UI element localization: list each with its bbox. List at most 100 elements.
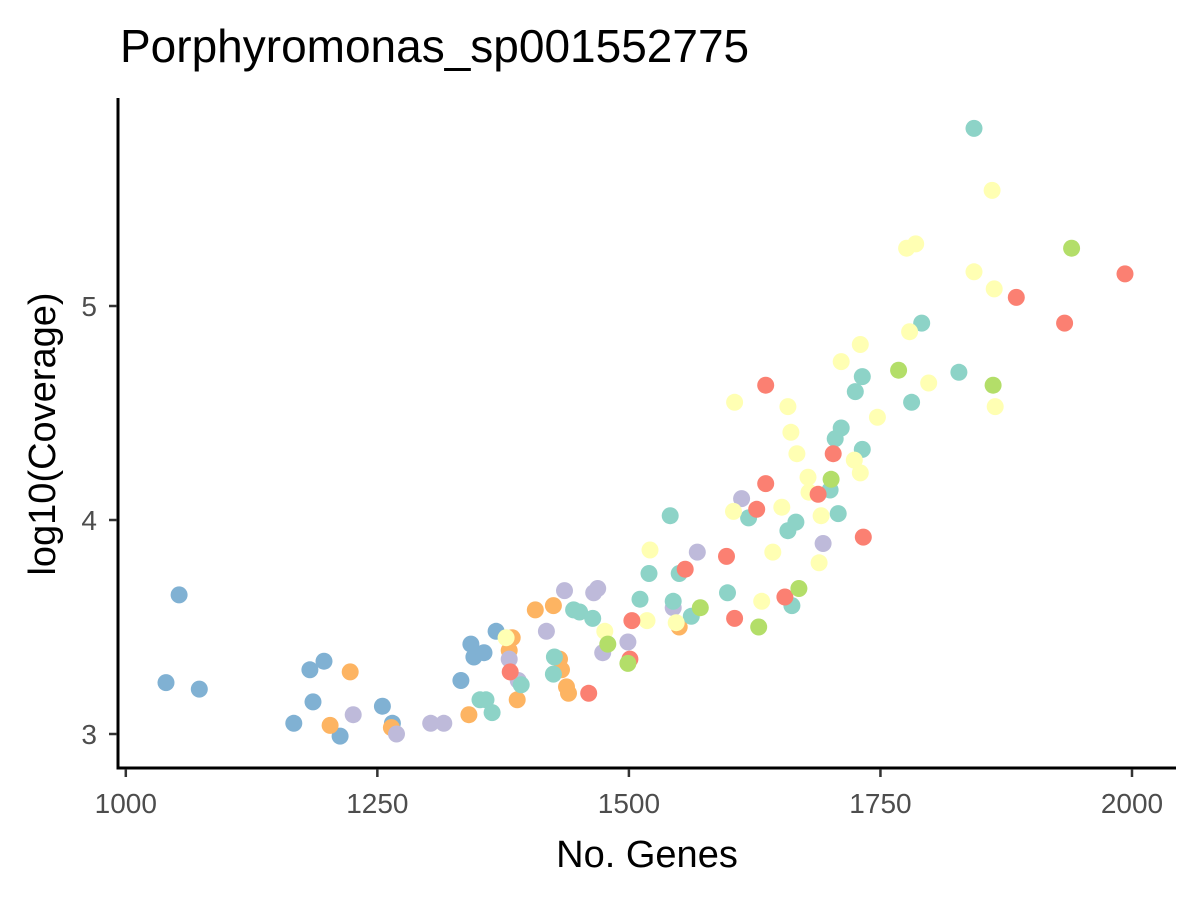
x-tick-label: 1250 [346, 788, 408, 819]
data-point [854, 528, 872, 546]
data-point [965, 119, 983, 137]
data-point [984, 376, 1002, 394]
data-point [422, 714, 440, 732]
data-point [985, 280, 1003, 298]
data-point [753, 592, 771, 610]
data-point [1116, 265, 1134, 283]
data-point [757, 475, 775, 493]
data-point [631, 590, 649, 608]
x-tick-label: 2000 [1101, 788, 1163, 819]
data-point [661, 507, 679, 525]
data-point [599, 635, 617, 653]
data-point [619, 654, 637, 672]
data-point [750, 618, 768, 636]
data-point [748, 500, 766, 518]
data-point [638, 612, 656, 630]
data-point [832, 419, 850, 437]
data-point [460, 706, 478, 724]
data-point [556, 582, 573, 600]
data-point [285, 714, 303, 732]
data-point [589, 580, 607, 597]
data-point [483, 704, 501, 722]
data-point [799, 468, 817, 486]
data-point [435, 714, 453, 732]
data-point [790, 580, 808, 597]
data-point [544, 665, 562, 683]
data-point [773, 498, 791, 516]
data-point [537, 622, 555, 640]
data-point [373, 697, 391, 715]
data-point [851, 336, 869, 353]
y-tick-label: 4 [81, 505, 97, 536]
data-point [757, 376, 775, 394]
data-point [560, 684, 577, 702]
data-point [640, 565, 658, 582]
data-point [1007, 288, 1025, 306]
data-point [688, 543, 706, 561]
data-point [623, 612, 641, 630]
data-point [853, 368, 871, 386]
data-point [526, 601, 544, 619]
data-point [619, 633, 637, 651]
data-point [950, 363, 968, 381]
data-point [190, 680, 208, 698]
data-point [845, 451, 863, 469]
x-tick-label: 1000 [95, 788, 157, 819]
data-point [1063, 239, 1081, 257]
data-point [725, 502, 742, 520]
data-point [545, 648, 563, 666]
y-axis-title: log10(Coverage) [22, 292, 64, 575]
data-point [901, 323, 919, 341]
data-point [500, 650, 518, 668]
data-point [1056, 314, 1074, 332]
data-point [170, 586, 188, 604]
data-point [829, 505, 847, 523]
data-point [726, 393, 744, 411]
data-point [814, 535, 832, 552]
data-point [776, 588, 794, 606]
data-point [810, 554, 828, 572]
data-point [388, 725, 405, 743]
data-point [764, 543, 782, 561]
data-point [733, 490, 751, 508]
data-point [341, 663, 359, 681]
data-point [846, 383, 864, 401]
data-point [868, 408, 886, 426]
data-point [719, 584, 736, 602]
data-point [475, 644, 493, 662]
data-point [508, 691, 526, 709]
data-point [301, 661, 319, 679]
data-point [157, 674, 175, 692]
x-tick-label: 1500 [598, 788, 660, 819]
data-point [584, 609, 602, 627]
data-point [691, 599, 709, 617]
data-point [544, 597, 562, 615]
data-point [344, 706, 362, 724]
data-point [580, 684, 598, 702]
x-axis-ticks: 1000 1250 1500 1750 2000 [95, 769, 1163, 819]
data-point [497, 629, 515, 647]
data-point [822, 470, 840, 488]
data-point [462, 635, 480, 653]
data-point [512, 676, 530, 694]
data-point [983, 181, 1001, 199]
data-point [812, 507, 830, 525]
data-point [676, 560, 694, 578]
data-point [965, 263, 983, 281]
data-point [782, 423, 800, 441]
data-point [501, 663, 519, 681]
data-point [779, 398, 797, 416]
data-point [824, 445, 842, 463]
data-point [452, 672, 470, 689]
data-point [787, 513, 805, 531]
data-points [157, 119, 1134, 745]
data-point [664, 592, 682, 610]
data-point [809, 485, 827, 503]
data-point [718, 547, 735, 565]
x-axis-title: No. Genes [556, 834, 738, 876]
data-point [667, 614, 685, 632]
data-point [986, 398, 1004, 416]
data-point [832, 353, 850, 371]
data-point [321, 716, 339, 734]
